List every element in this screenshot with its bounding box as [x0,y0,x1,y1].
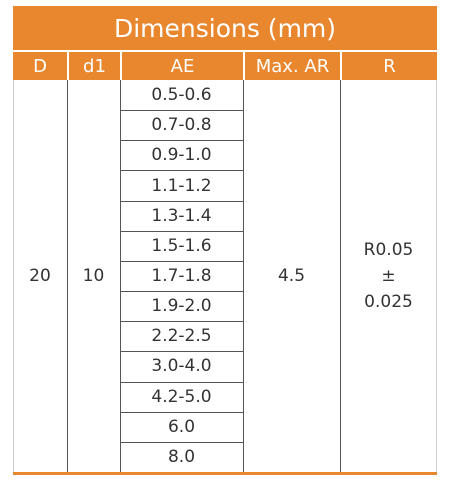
column-header: R [340,52,437,80]
ae-cell: 1.7-1.8 [151,265,212,286]
d1-cell: 10 [82,266,105,286]
ae-cell: 8.0 [167,446,196,467]
r-line: 0.025 [364,292,413,312]
rule [13,80,14,472]
rule [120,411,243,413]
ae-cell: 1.5-1.6 [151,235,212,256]
ae-cell: 1.1-1.2 [151,175,212,196]
rule [120,110,243,112]
rule [120,260,243,262]
rule [243,80,244,472]
rule [120,140,243,142]
column-header: Max. AR [243,52,340,80]
ae-cell: 3.0-4.0 [151,356,212,377]
rule [13,472,437,475]
rule [13,50,437,52]
rule [120,170,243,172]
ae-cell: 0.5-0.6 [151,85,212,106]
rule [67,80,68,472]
r-cell: R0.05 ±0.025 [340,80,437,472]
r-line: ± [381,266,396,286]
rule [436,80,437,472]
rule [340,80,341,472]
rule [120,381,243,383]
rule [120,200,243,202]
rule [120,351,243,353]
rule [120,230,243,232]
rule [120,80,121,472]
column-header: D [13,52,67,80]
column-header: AE [120,52,243,80]
d-cell: 20 [29,266,51,286]
ae-cell: 4.2-5.0 [151,386,212,407]
rule [120,321,243,323]
table-title: Dimensions (mm) [13,6,437,50]
ae-cell: 6.0 [167,416,196,437]
r-line: R0.05 [363,240,414,260]
ae-cell: 2.2-2.5 [151,326,212,347]
column-header: d1 [67,52,120,80]
rule [120,291,243,293]
ae-cell: 0.7-0.8 [151,115,212,136]
ae-cell: 1.3-1.4 [151,205,212,226]
ae-cell: 0.9-1.0 [151,145,212,166]
max-ar-cell: 4.5 [277,266,306,286]
ae-cell: 1.9-2.0 [151,296,212,317]
rule [120,441,243,443]
